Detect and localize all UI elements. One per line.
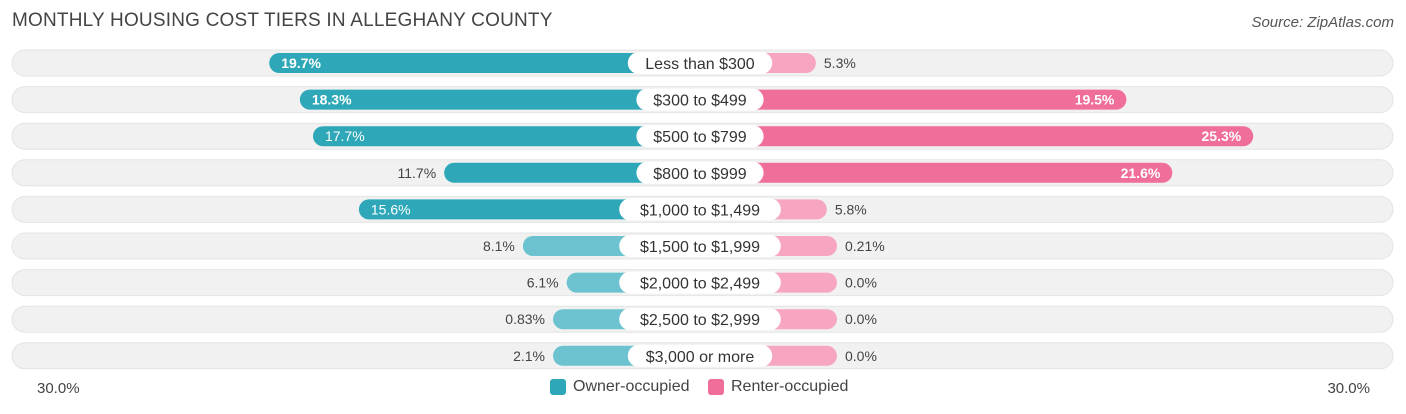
category-label: $2,500 to $2,999 [640, 312, 760, 329]
category-label: $500 to $799 [653, 129, 747, 146]
legend-owner: Owner-occupied [550, 378, 690, 396]
owner-bar [312, 126, 700, 147]
category-pill [636, 125, 764, 148]
renter-value-label: 0.0% [845, 311, 877, 327]
category-label: $3,000 or more [646, 349, 755, 366]
category-pill [636, 88, 764, 111]
owner-value-label: 8.1% [483, 238, 515, 254]
renter-bar [700, 126, 1254, 147]
legend-owner-swatch [550, 379, 566, 395]
renter-value-label: 0.21% [845, 238, 885, 254]
category-pill [619, 235, 781, 257]
renter-value-label: 0.0% [845, 348, 877, 364]
legend-owner-label: Owner-occupied [573, 378, 690, 395]
legend-renter-swatch [708, 379, 724, 395]
category-pill [627, 344, 773, 367]
source-label: Source: ZipAtlas.com [1251, 14, 1394, 31]
category-pill [619, 308, 781, 331]
axis-left-label: 30.0% [37, 380, 80, 397]
renter-value-label: 5.8% [835, 201, 867, 217]
chart-title: MONTHLY HOUSING COST TIERS IN ALLEGHANY … [12, 10, 553, 31]
owner-bar [269, 53, 700, 73]
renter-value-label: 5.3% [824, 55, 856, 71]
renter-value-label: 21.6% [1121, 165, 1161, 181]
category-label: $1,500 to $1,999 [640, 239, 760, 256]
owner-value-label: 18.3% [312, 92, 352, 108]
renter-value-label: 25.3% [1202, 128, 1242, 144]
renter-value-label: 19.5% [1075, 92, 1115, 108]
category-pill [627, 52, 773, 74]
owner-value-label: 0.83% [505, 311, 545, 327]
renter-value-label: 0.0% [845, 275, 877, 291]
renter-bar [700, 89, 1127, 110]
axis-right-label: 30.0% [1327, 380, 1370, 397]
category-label: $300 to $499 [653, 93, 747, 110]
renter-bar [700, 162, 1173, 183]
legend-renter-label: Renter-occupied [731, 378, 849, 395]
owner-value-label: 6.1% [527, 275, 559, 291]
category-label: $1,000 to $1,499 [640, 202, 760, 219]
owner-value-label: 17.7% [325, 128, 365, 144]
owner-value-label: 11.7% [397, 165, 436, 181]
category-label: $800 to $999 [653, 166, 747, 183]
owner-bar [299, 89, 700, 110]
owner-value-label: 19.7% [281, 55, 321, 71]
category-pill [636, 161, 764, 184]
category-label: Less than $300 [645, 56, 755, 73]
category-label: $2,000 to $2,499 [640, 276, 760, 293]
owner-value-label: 2.1% [513, 348, 545, 364]
owner-bar [358, 199, 700, 220]
legend-renter: Renter-occupied [708, 378, 848, 396]
owner-value-label: 15.6% [371, 201, 411, 217]
legend: Owner-occupied Renter-occupied [0, 378, 1406, 402]
owner-bar [444, 162, 700, 183]
category-pill [619, 271, 781, 294]
category-pill [619, 198, 781, 221]
